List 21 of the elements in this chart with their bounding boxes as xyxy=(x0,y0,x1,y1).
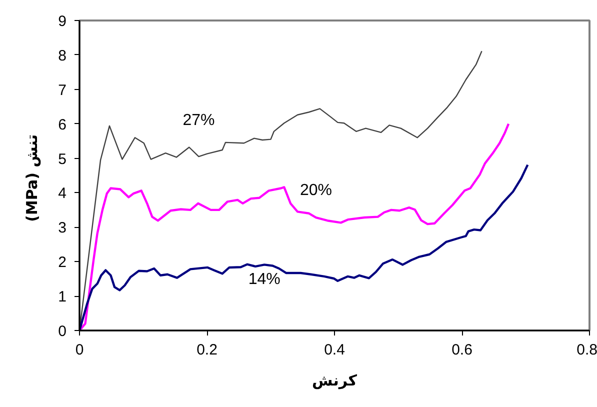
y-tick-label: 0 xyxy=(58,323,66,340)
x-tick-label: 0.8 xyxy=(576,342,597,358)
x-tick-label: 0 xyxy=(75,342,84,358)
y-tick-label: 8 xyxy=(58,47,66,64)
y-tick-label: 7 xyxy=(58,82,66,99)
x-axis-title: کرنش xyxy=(312,372,358,390)
y-tick-label: 3 xyxy=(58,220,66,237)
x-tick-label: 0.2 xyxy=(196,342,218,358)
y-axis-title: (MPa) تنش xyxy=(23,134,42,222)
y-tick-label: 4 xyxy=(58,185,66,202)
series-label: 14% xyxy=(248,271,280,288)
x-tick-label: 0.6 xyxy=(452,342,472,358)
x-tick-label: 0.4 xyxy=(324,342,345,358)
y-tick-label: 1 xyxy=(58,288,66,306)
y-tick-label: 5 xyxy=(58,150,66,168)
y-tick-label: 2 xyxy=(58,254,66,272)
series-label: 20% xyxy=(300,182,332,200)
series-label: 27% xyxy=(182,112,215,130)
y-tick-label: 9 xyxy=(58,13,66,30)
line-series xyxy=(80,164,529,330)
y-tick-label: 6 xyxy=(58,116,66,134)
